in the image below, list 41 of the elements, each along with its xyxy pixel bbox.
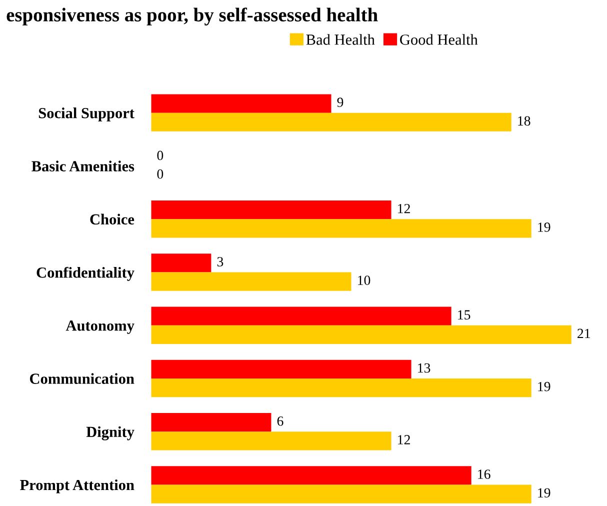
y-tick-label: Dignity bbox=[86, 426, 134, 440]
bar bbox=[151, 254, 212, 272]
data-label: 16 bbox=[478, 470, 490, 479]
bar bbox=[151, 360, 412, 378]
data-label: 19 bbox=[538, 488, 550, 498]
y-tick-label: Basic Amenities bbox=[32, 160, 134, 172]
bar bbox=[151, 306, 452, 326]
bar bbox=[151, 484, 532, 504]
bar bbox=[151, 112, 512, 132]
y-tick-label: Choice bbox=[90, 214, 134, 225]
data-label: 15 bbox=[458, 310, 470, 320]
y-tick-label: Confidentiality bbox=[36, 266, 134, 281]
data-label: 21 bbox=[578, 328, 590, 338]
data-label: 9 bbox=[337, 98, 344, 108]
y-tick-label: Social Support bbox=[38, 108, 134, 122]
chart-title: esponsiveness as poor, by self-assessed health bbox=[6, 8, 378, 26]
data-label: 12 bbox=[398, 435, 410, 444]
data-label: 3 bbox=[217, 257, 224, 266]
bar bbox=[151, 413, 272, 432]
legend-label: Good Health bbox=[400, 34, 478, 45]
data-label: 19 bbox=[538, 222, 550, 232]
data-label: 12 bbox=[398, 204, 410, 214]
data-label: 0 bbox=[157, 150, 164, 160]
data-label: 19 bbox=[538, 382, 550, 392]
bar bbox=[151, 466, 472, 485]
data-label: 10 bbox=[358, 276, 370, 285]
bar bbox=[151, 432, 392, 450]
bar bbox=[151, 200, 392, 220]
y-tick-label: Prompt Attention bbox=[20, 479, 134, 494]
bar bbox=[151, 219, 532, 238]
bar bbox=[151, 378, 532, 398]
bar bbox=[151, 94, 332, 113]
data-label: 13 bbox=[418, 363, 430, 373]
legend-label: Bad Health bbox=[306, 34, 375, 45]
data-label: 6 bbox=[277, 416, 284, 426]
bar bbox=[151, 272, 352, 291]
data-label: 0 bbox=[157, 169, 164, 179]
y-tick-label: Communication bbox=[30, 373, 134, 384]
data-label: 18 bbox=[518, 116, 530, 126]
y-tick-label: Autonomy bbox=[66, 320, 134, 334]
bar bbox=[151, 325, 572, 344]
